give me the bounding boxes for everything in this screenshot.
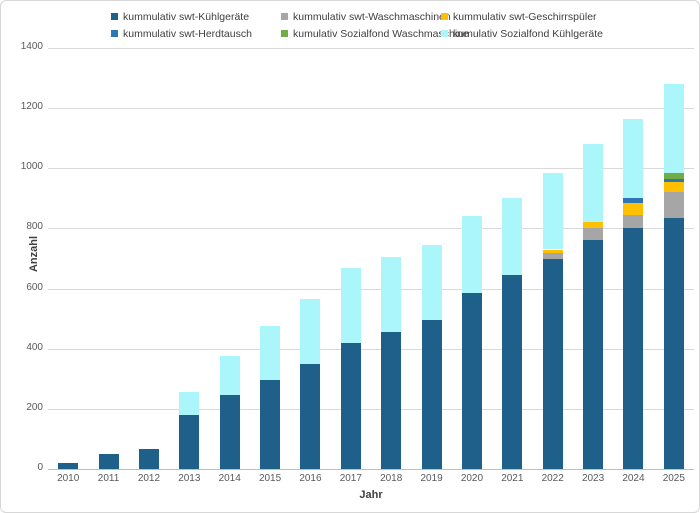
x-tick-label: 2014 <box>218 473 241 484</box>
legend-label: kumulativ Sozialfond Kühlgeräte <box>453 27 604 40</box>
plot-area <box>48 48 694 470</box>
bar-segment-2022-series-1[interactable] <box>542 252 563 259</box>
legend-label: kumulativ Sozialfond Waschmaschine <box>293 27 469 40</box>
bar-segment-2025-series-2[interactable] <box>663 181 684 193</box>
x-tick-label: 2022 <box>541 473 564 484</box>
y-axis-ticks: 0 200 400 600 800 1000 1200 1400 <box>1 41 43 473</box>
bar-segment-2025-series-5[interactable] <box>663 84 684 173</box>
gridline <box>48 108 694 110</box>
bar-segment-2015-series-0[interactable] <box>260 380 281 469</box>
bar-segment-2020-series-0[interactable] <box>461 293 482 469</box>
bar-segment-2022-series-0[interactable] <box>542 258 563 469</box>
bar-segment-2025-series-1[interactable] <box>663 192 684 218</box>
legend-marker-icon <box>111 30 118 37</box>
x-tick-label: 2017 <box>339 473 362 484</box>
y-tick-label: 1200 <box>20 101 43 113</box>
bar-segment-2019-series-5[interactable] <box>421 244 442 321</box>
bar-segment-2016-series-5[interactable] <box>300 299 321 364</box>
x-tick-label: 2015 <box>258 473 282 484</box>
bar-segment-2015-series-5[interactable] <box>260 326 281 381</box>
legend-item-3[interactable]: kummulativ swt-Herdtausch <box>111 28 281 40</box>
bar-segment-2023-series-2[interactable] <box>583 222 604 229</box>
bar-segment-2014-series-5[interactable] <box>219 356 240 396</box>
legend-item-0[interactable]: kummulativ swt-Kühlgeräte <box>111 11 281 23</box>
legend-label: kummulativ swt-Waschmaschinen <box>293 10 451 23</box>
bar-segment-2016-series-0[interactable] <box>300 363 321 469</box>
bar-segment-2022-series-5[interactable] <box>542 172 563 250</box>
x-tick-label: 2021 <box>501 473 524 484</box>
legend-item-4[interactable]: kumulativ Sozialfond Waschmaschine <box>281 28 469 40</box>
x-tick-label: 2018 <box>380 473 403 484</box>
bar-segment-2017-series-5[interactable] <box>340 267 361 343</box>
legend-label: kummulativ swt-Kühlgeräte <box>123 10 250 23</box>
legend-item-5[interactable]: kumulativ Sozialfond Kühlgeräte <box>441 28 603 40</box>
bar-segment-2011-series-0[interactable] <box>98 453 119 469</box>
y-tick-label: 800 <box>26 221 43 233</box>
gridline <box>48 228 694 230</box>
bar-segment-2010-series-0[interactable] <box>58 463 79 469</box>
legend-item-2[interactable]: kummulativ swt-Geschirrspüler <box>441 11 603 23</box>
bar-segment-2021-series-5[interactable] <box>502 198 523 276</box>
bar-segment-2024-series-1[interactable] <box>623 214 644 229</box>
bar-segment-2018-series-0[interactable] <box>381 332 402 469</box>
bar-segment-2018-series-5[interactable] <box>381 257 402 333</box>
chart-legend: kummulativ swt-Kühlgeräte kummulativ swt-… <box>111 8 603 42</box>
bar-segment-2013-series-0[interactable] <box>179 414 200 469</box>
legend-marker-icon <box>281 30 288 37</box>
x-tick-label: 2024 <box>622 473 645 484</box>
bar-segment-2012-series-0[interactable] <box>138 449 159 469</box>
bar-segment-2024-series-3[interactable] <box>623 198 644 203</box>
y-tick-label: 1000 <box>20 161 43 173</box>
x-axis-ticks: 2010 2011 2012 2013 2014 2015 2016 2017 2018 2019… <box>48 473 694 487</box>
bar-segment-2024-series-2[interactable] <box>623 202 644 215</box>
y-tick-label: 200 <box>26 401 43 413</box>
x-tick-label: 2016 <box>299 473 322 484</box>
legend-item-1[interactable]: kummulativ swt-Waschmaschinen <box>281 11 451 23</box>
legend-marker-icon <box>441 13 448 20</box>
legend-marker-icon <box>281 13 288 20</box>
x-tick-label: 2023 <box>581 473 605 484</box>
x-tick-label: 2025 <box>662 473 685 484</box>
bar-segment-2022-series-2[interactable] <box>542 249 563 253</box>
x-tick-label: 2020 <box>460 473 484 484</box>
gridline <box>48 48 694 49</box>
x-tick-label: 2013 <box>178 473 201 484</box>
bar-segment-2017-series-0[interactable] <box>340 342 361 469</box>
x-tick-label: 2011 <box>97 473 120 484</box>
bar-segment-2023-series-5[interactable] <box>583 144 604 223</box>
y-tick-label: 1400 <box>20 41 43 52</box>
bar-segment-2013-series-5[interactable] <box>179 392 200 415</box>
legend-marker-icon <box>441 30 448 37</box>
bar-segment-2021-series-0[interactable] <box>502 275 523 469</box>
x-tick-label: 2019 <box>420 473 443 484</box>
bar-segment-2020-series-5[interactable] <box>461 216 482 294</box>
y-tick-label: 0 <box>37 462 43 473</box>
bar-segment-2019-series-0[interactable] <box>421 320 442 469</box>
x-axis-title: Jahr <box>359 489 383 501</box>
gridline <box>48 288 694 290</box>
bar-segment-2025-series-3[interactable] <box>663 178 684 182</box>
bar-segment-2023-series-0[interactable] <box>583 240 604 469</box>
legend-label: kummulativ swt-Herdtausch <box>123 27 252 40</box>
x-tick-label: 2012 <box>137 473 161 484</box>
y-tick-label: 400 <box>26 341 43 353</box>
bar-segment-2024-series-5[interactable] <box>623 118 644 199</box>
bar-segment-2025-series-4[interactable] <box>663 172 684 179</box>
y-tick-label: 600 <box>26 281 43 293</box>
legend-marker-icon <box>111 13 118 20</box>
bar-segment-2024-series-0[interactable] <box>623 228 644 469</box>
gridline <box>48 348 694 350</box>
gridline <box>48 168 694 170</box>
bar-segment-2014-series-0[interactable] <box>219 395 240 469</box>
bar-segment-2023-series-1[interactable] <box>583 228 604 241</box>
x-tick-label: 2010 <box>57 473 80 484</box>
legend-label: kummulativ swt-Geschirrspüler <box>453 10 597 23</box>
bar-segment-2025-series-0[interactable] <box>663 217 684 469</box>
gridline <box>48 408 694 410</box>
